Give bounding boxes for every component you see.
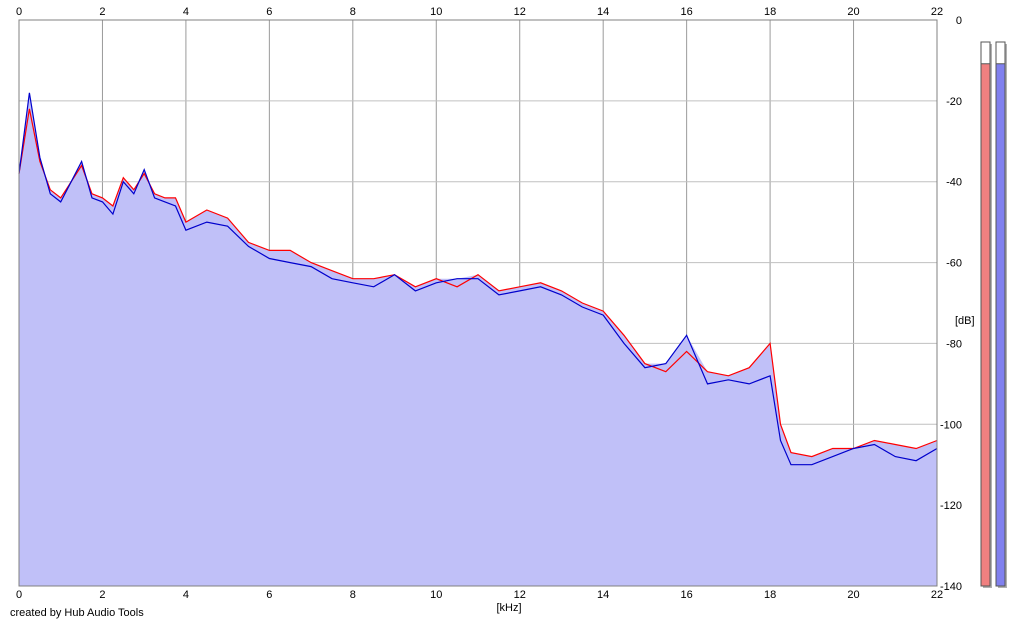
x-tick-label-bottom: 0	[16, 589, 22, 601]
y-tick-label: -120	[940, 500, 962, 512]
y-tick-label: 0	[956, 15, 962, 27]
y-axis-label: [dB]	[955, 315, 975, 327]
spectrum-fill	[19, 92, 937, 587]
x-tick-label-bottom: 2	[99, 589, 105, 601]
x-tick-label-top: 22	[931, 6, 943, 18]
x-tick-label-bottom: 16	[681, 589, 693, 601]
x-tick-label-bottom: 10	[430, 589, 442, 601]
y-tick-label: -140	[940, 581, 962, 593]
x-tick-label-bottom: 14	[597, 589, 609, 601]
x-tick-label-bottom: 4	[183, 589, 189, 601]
y-tick-label: -60	[946, 258, 962, 270]
x-tick-label-bottom: 20	[847, 589, 859, 601]
x-tick-label-top: 6	[266, 6, 272, 18]
x-tick-label-top: 20	[847, 6, 859, 18]
x-tick-label-top: 10	[430, 6, 442, 18]
y-tick-label: -80	[946, 338, 962, 350]
x-axis-label: [kHz]	[496, 602, 521, 614]
left-level-meter	[980, 63, 991, 587]
x-tick-label-top: 2	[99, 6, 105, 18]
x-tick-label-top: 16	[681, 6, 693, 18]
x-tick-label-top: 12	[514, 6, 526, 18]
x-tick-label-bottom: 18	[764, 589, 776, 601]
spectrum-area	[19, 92, 937, 587]
y-tick-label: -40	[946, 177, 962, 189]
x-tick-label-top: 4	[183, 6, 189, 18]
x-tick-label-top: 0	[16, 6, 22, 18]
y-tick-label: -20	[946, 96, 962, 108]
credit-text: created by Hub Audio Tools	[10, 607, 144, 619]
x-tick-label-top: 14	[597, 6, 609, 18]
plot-frame	[18, 19, 938, 587]
x-tick-label-bottom: 8	[350, 589, 356, 601]
x-tick-label-top: 18	[764, 6, 776, 18]
spectrum-series	[18, 92, 938, 466]
right-level-meter	[995, 63, 1006, 587]
x-tick-label-bottom: 22	[931, 589, 943, 601]
x-tick-label-bottom: 12	[514, 589, 526, 601]
y-tick-label: -100	[940, 419, 962, 431]
red-channel-line	[18, 108, 938, 458]
blue-channel-line	[18, 92, 938, 466]
x-tick-label-bottom: 6	[266, 589, 272, 601]
level-meters	[980, 41, 1007, 588]
x-tick-label-top: 8	[350, 6, 356, 18]
y-axis-ticks: 0 -20 -40 -60 -80 -100 -120 -140	[940, 15, 962, 593]
